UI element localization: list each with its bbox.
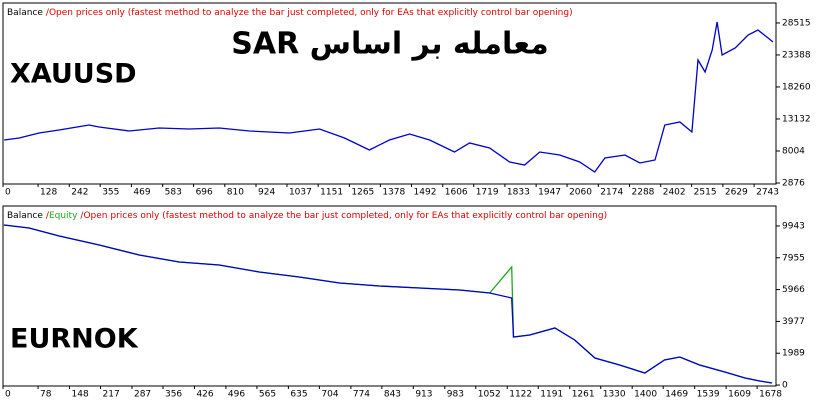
y-tick-label: 23388 xyxy=(782,50,811,60)
x-tick-label: 1719 xyxy=(476,188,499,198)
y-tick-label: 28515 xyxy=(782,18,811,28)
y-tick-label: 8004 xyxy=(782,146,805,156)
x-tick-label: 924 xyxy=(258,188,275,198)
x-tick-label: 469 xyxy=(133,188,150,198)
x-tick-label: 1191 xyxy=(540,390,563,400)
x-tick-label: 287 xyxy=(134,390,151,400)
x-tick-label: 2174 xyxy=(600,188,623,198)
series-line xyxy=(4,21,774,173)
x-tick-label: 355 xyxy=(102,188,119,198)
x-tick-label: 1492 xyxy=(414,188,437,198)
x-tick-label: 217 xyxy=(103,390,120,400)
x-tick-label: 148 xyxy=(72,390,89,400)
x-tick-label: 2629 xyxy=(725,188,748,198)
x-tick-label: 1265 xyxy=(351,188,374,198)
series-line xyxy=(3,224,773,384)
x-tick-label: 810 xyxy=(227,188,244,198)
x-tick-label: 983 xyxy=(447,390,464,400)
x-tick-label: 1609 xyxy=(728,390,751,400)
x-tick-label: 1947 xyxy=(538,188,561,198)
plot-frame xyxy=(2,205,777,387)
y-tick-label: 5966 xyxy=(782,285,805,295)
x-tick-label: 0 xyxy=(5,188,11,198)
mode-note: Open prices only (fastest method to anal… xyxy=(83,211,607,221)
x-tick-label: 496 xyxy=(228,390,245,400)
annotation: XAUUSD xyxy=(10,59,137,90)
x-tick-label: 1378 xyxy=(382,188,405,198)
x-tick-label: 1330 xyxy=(603,390,626,400)
legend-entry: Balance xyxy=(7,8,43,18)
x-tick-label: 78 xyxy=(40,390,52,400)
x-tick-label: 1469 xyxy=(665,390,688,400)
x-tick-label: 1539 xyxy=(697,390,720,400)
x-tick-label: 913 xyxy=(415,390,432,400)
x-tick-label: 1037 xyxy=(289,188,312,198)
y-tick-label: 7955 xyxy=(782,253,805,263)
annotation: معامله بر اساس SAR xyxy=(231,27,548,62)
y-tick-label: 9943 xyxy=(782,221,805,231)
x-tick-label: 2743 xyxy=(756,188,779,198)
legend-separator: / xyxy=(80,211,84,221)
y-tick-label: 18260 xyxy=(782,82,811,92)
x-tick-label: 242 xyxy=(71,188,88,198)
x-tick-label: 1261 xyxy=(572,390,595,400)
x-tick-label: 635 xyxy=(290,390,307,400)
legend-separator: / xyxy=(46,211,50,221)
legend-entry: Balance xyxy=(7,211,43,221)
x-tick-label: 843 xyxy=(384,390,401,400)
x-tick-label: 0 xyxy=(5,390,11,400)
x-tick-label: 1606 xyxy=(445,188,468,198)
y-tick-label: 1989 xyxy=(782,349,805,359)
x-tick-label: 696 xyxy=(196,188,213,198)
mode-note: Open prices only (fastest method to anal… xyxy=(49,8,573,18)
x-tick-label: 128 xyxy=(40,188,57,198)
x-tick-label: 1833 xyxy=(507,188,530,198)
legend: Balance/Open prices only (fastest method… xyxy=(7,8,573,18)
annotation: EURNOK xyxy=(10,324,139,355)
x-tick-label: 1678 xyxy=(759,390,782,400)
legend-separator: / xyxy=(46,8,50,18)
y-tick-label: 0 xyxy=(782,381,788,391)
x-tick-label: 2060 xyxy=(569,188,592,198)
x-tick-label: 426 xyxy=(196,390,213,400)
x-tick-label: 1052 xyxy=(478,390,501,400)
y-tick-label: 3977 xyxy=(782,317,805,327)
y-tick-label: 13132 xyxy=(782,114,811,124)
legend: Balance/Equity/Open prices only (fastest… xyxy=(7,211,607,221)
x-tick-label: 583 xyxy=(165,188,182,198)
x-tick-label: 2402 xyxy=(663,188,686,198)
x-tick-label: 774 xyxy=(353,390,370,400)
x-tick-label: 1400 xyxy=(634,390,657,400)
legend-entry: Equity xyxy=(49,211,78,221)
x-tick-label: 565 xyxy=(259,390,276,400)
x-tick-label: 2515 xyxy=(694,188,717,198)
x-tick-label: 704 xyxy=(321,390,338,400)
plot-frame xyxy=(2,2,777,185)
x-tick-label: 2288 xyxy=(632,188,655,198)
x-tick-label: 356 xyxy=(165,390,182,400)
y-tick-label: 2876 xyxy=(782,179,805,189)
x-tick-label: 1151 xyxy=(320,188,343,198)
x-tick-label: 1122 xyxy=(509,390,532,400)
